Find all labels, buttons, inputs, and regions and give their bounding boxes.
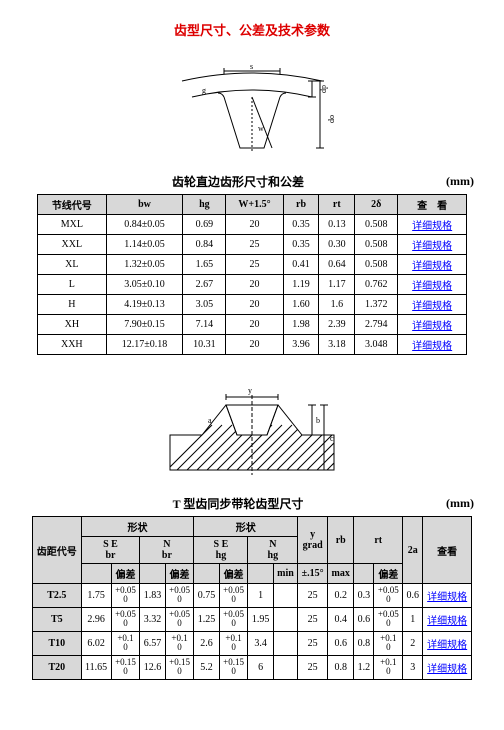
page: 齿型尺寸、公差及技术参数 s g [0, 0, 504, 730]
figure-2: y a b c [152, 375, 352, 485]
table-row: T106.02+0.106.57+0.102.6+0.103.4250.60.8… [33, 631, 472, 655]
figure-1: s g w dp do [162, 53, 342, 163]
col-header [140, 564, 165, 584]
detail-link[interactable]: 详细规格 [412, 221, 452, 232]
col-header: Nbr [140, 537, 194, 564]
detail-link[interactable]: 详细规格 [427, 592, 467, 603]
detail-link[interactable]: 详细规格 [427, 616, 467, 627]
col-header: Nhg [248, 537, 298, 564]
table-row: XXL1.14±0.050.84250.350.300.508详细规格 [38, 235, 467, 255]
col-header: 2a [403, 517, 423, 584]
col-header: ygrad [298, 517, 328, 564]
unit-label-2: (mm) [446, 496, 474, 511]
section-1-header: 齿轮直边齿形尺寸和公差 (mm) [30, 173, 474, 190]
table-row: H4.19±0.133.05201.601.61.372详细规格 [38, 295, 467, 315]
table-row: XL1.32±0.051.65250.410.640.508详细规格 [38, 255, 467, 275]
col-header: 偏差 [111, 564, 140, 584]
detail-link[interactable]: 详细规格 [412, 301, 452, 312]
col-header: 偏差 [165, 564, 194, 584]
col-header: 形状 [81, 517, 194, 537]
col-header [81, 564, 111, 584]
detail-link[interactable]: 详细规格 [412, 321, 452, 332]
col-header: max [328, 564, 354, 584]
section-2-header: T 型齿同步带轮齿型尺寸 (mm) [30, 495, 474, 512]
detail-link[interactable]: 详细规格 [412, 281, 452, 292]
svg-text:g: g [202, 86, 206, 95]
table-1: 节线代号bwhgW+1.5°rbrt2δ查 看 MXL0.84±0.050.69… [37, 194, 467, 355]
unit-label: (mm) [446, 174, 474, 189]
detail-link[interactable]: 详细规格 [412, 341, 452, 352]
detail-link[interactable]: 详细规格 [412, 261, 452, 272]
table-row: T2011.65+0.15012.6+0.1505.2+0.1506250.81… [33, 655, 472, 679]
table-2: 齿距代号形状形状ygradrbrt2a查看S EbrNbrS EhgNhg偏差偏… [32, 516, 472, 680]
col-2: hg [183, 195, 226, 215]
table-row: T2.51.75+0.0501.83+0.0500.75+0.0501250.2… [33, 584, 472, 608]
col-header: rb [328, 517, 354, 564]
svg-text:do: do [327, 115, 336, 123]
col-3: W+1.5° [226, 195, 283, 215]
col-header: S Ebr [81, 537, 140, 564]
section-1-title: 齿轮直边齿形尺寸和公差 [172, 173, 304, 190]
table-row: XH7.90±0.157.14201.982.392.794详细规格 [38, 315, 467, 335]
svg-text:y: y [248, 386, 252, 395]
col-header: 齿距代号 [33, 517, 82, 584]
svg-text:c: c [330, 434, 334, 443]
table-row: T52.96+0.0503.32+0.0501.25+0.0501.95250.… [33, 607, 472, 631]
col-header: ±.15° [298, 564, 328, 584]
page-title: 齿型尺寸、公差及技术参数 [30, 20, 474, 39]
col-header [194, 564, 219, 584]
col-header: 形状 [194, 517, 298, 537]
col-1: bw [106, 195, 183, 215]
col-header: rt [354, 517, 403, 564]
table-row: XXH12.17±0.1810.31203.963.183.048详细规格 [38, 335, 467, 355]
col-7: 查 看 [398, 195, 467, 215]
svg-text:w: w [258, 124, 264, 133]
svg-text:dp: dp [319, 85, 328, 93]
col-4: rb [283, 195, 319, 215]
detail-link[interactable]: 详细规格 [427, 664, 467, 675]
col-pitch-code: 节线代号 [38, 195, 107, 215]
col-header [354, 564, 374, 584]
section-2-title: T 型齿同步带轮齿型尺寸 [173, 495, 304, 512]
svg-text:s: s [250, 62, 253, 71]
col-6: 2δ [355, 195, 398, 215]
col-5: rt [319, 195, 355, 215]
detail-link[interactable]: 详细规格 [412, 241, 452, 252]
table-row: MXL0.84±0.050.69200.350.130.508详细规格 [38, 215, 467, 235]
col-header: min [273, 564, 297, 584]
col-header: 查看 [423, 517, 472, 584]
col-header: 偏差 [219, 564, 248, 584]
col-header: 偏差 [374, 564, 403, 584]
svg-text:b: b [316, 416, 320, 425]
col-header: S Ehg [194, 537, 248, 564]
detail-link[interactable]: 详细规格 [427, 640, 467, 651]
col-header [248, 564, 273, 584]
table-row: L3.05±0.102.67201.191.170.762详细规格 [38, 275, 467, 295]
svg-text:a: a [208, 416, 212, 425]
